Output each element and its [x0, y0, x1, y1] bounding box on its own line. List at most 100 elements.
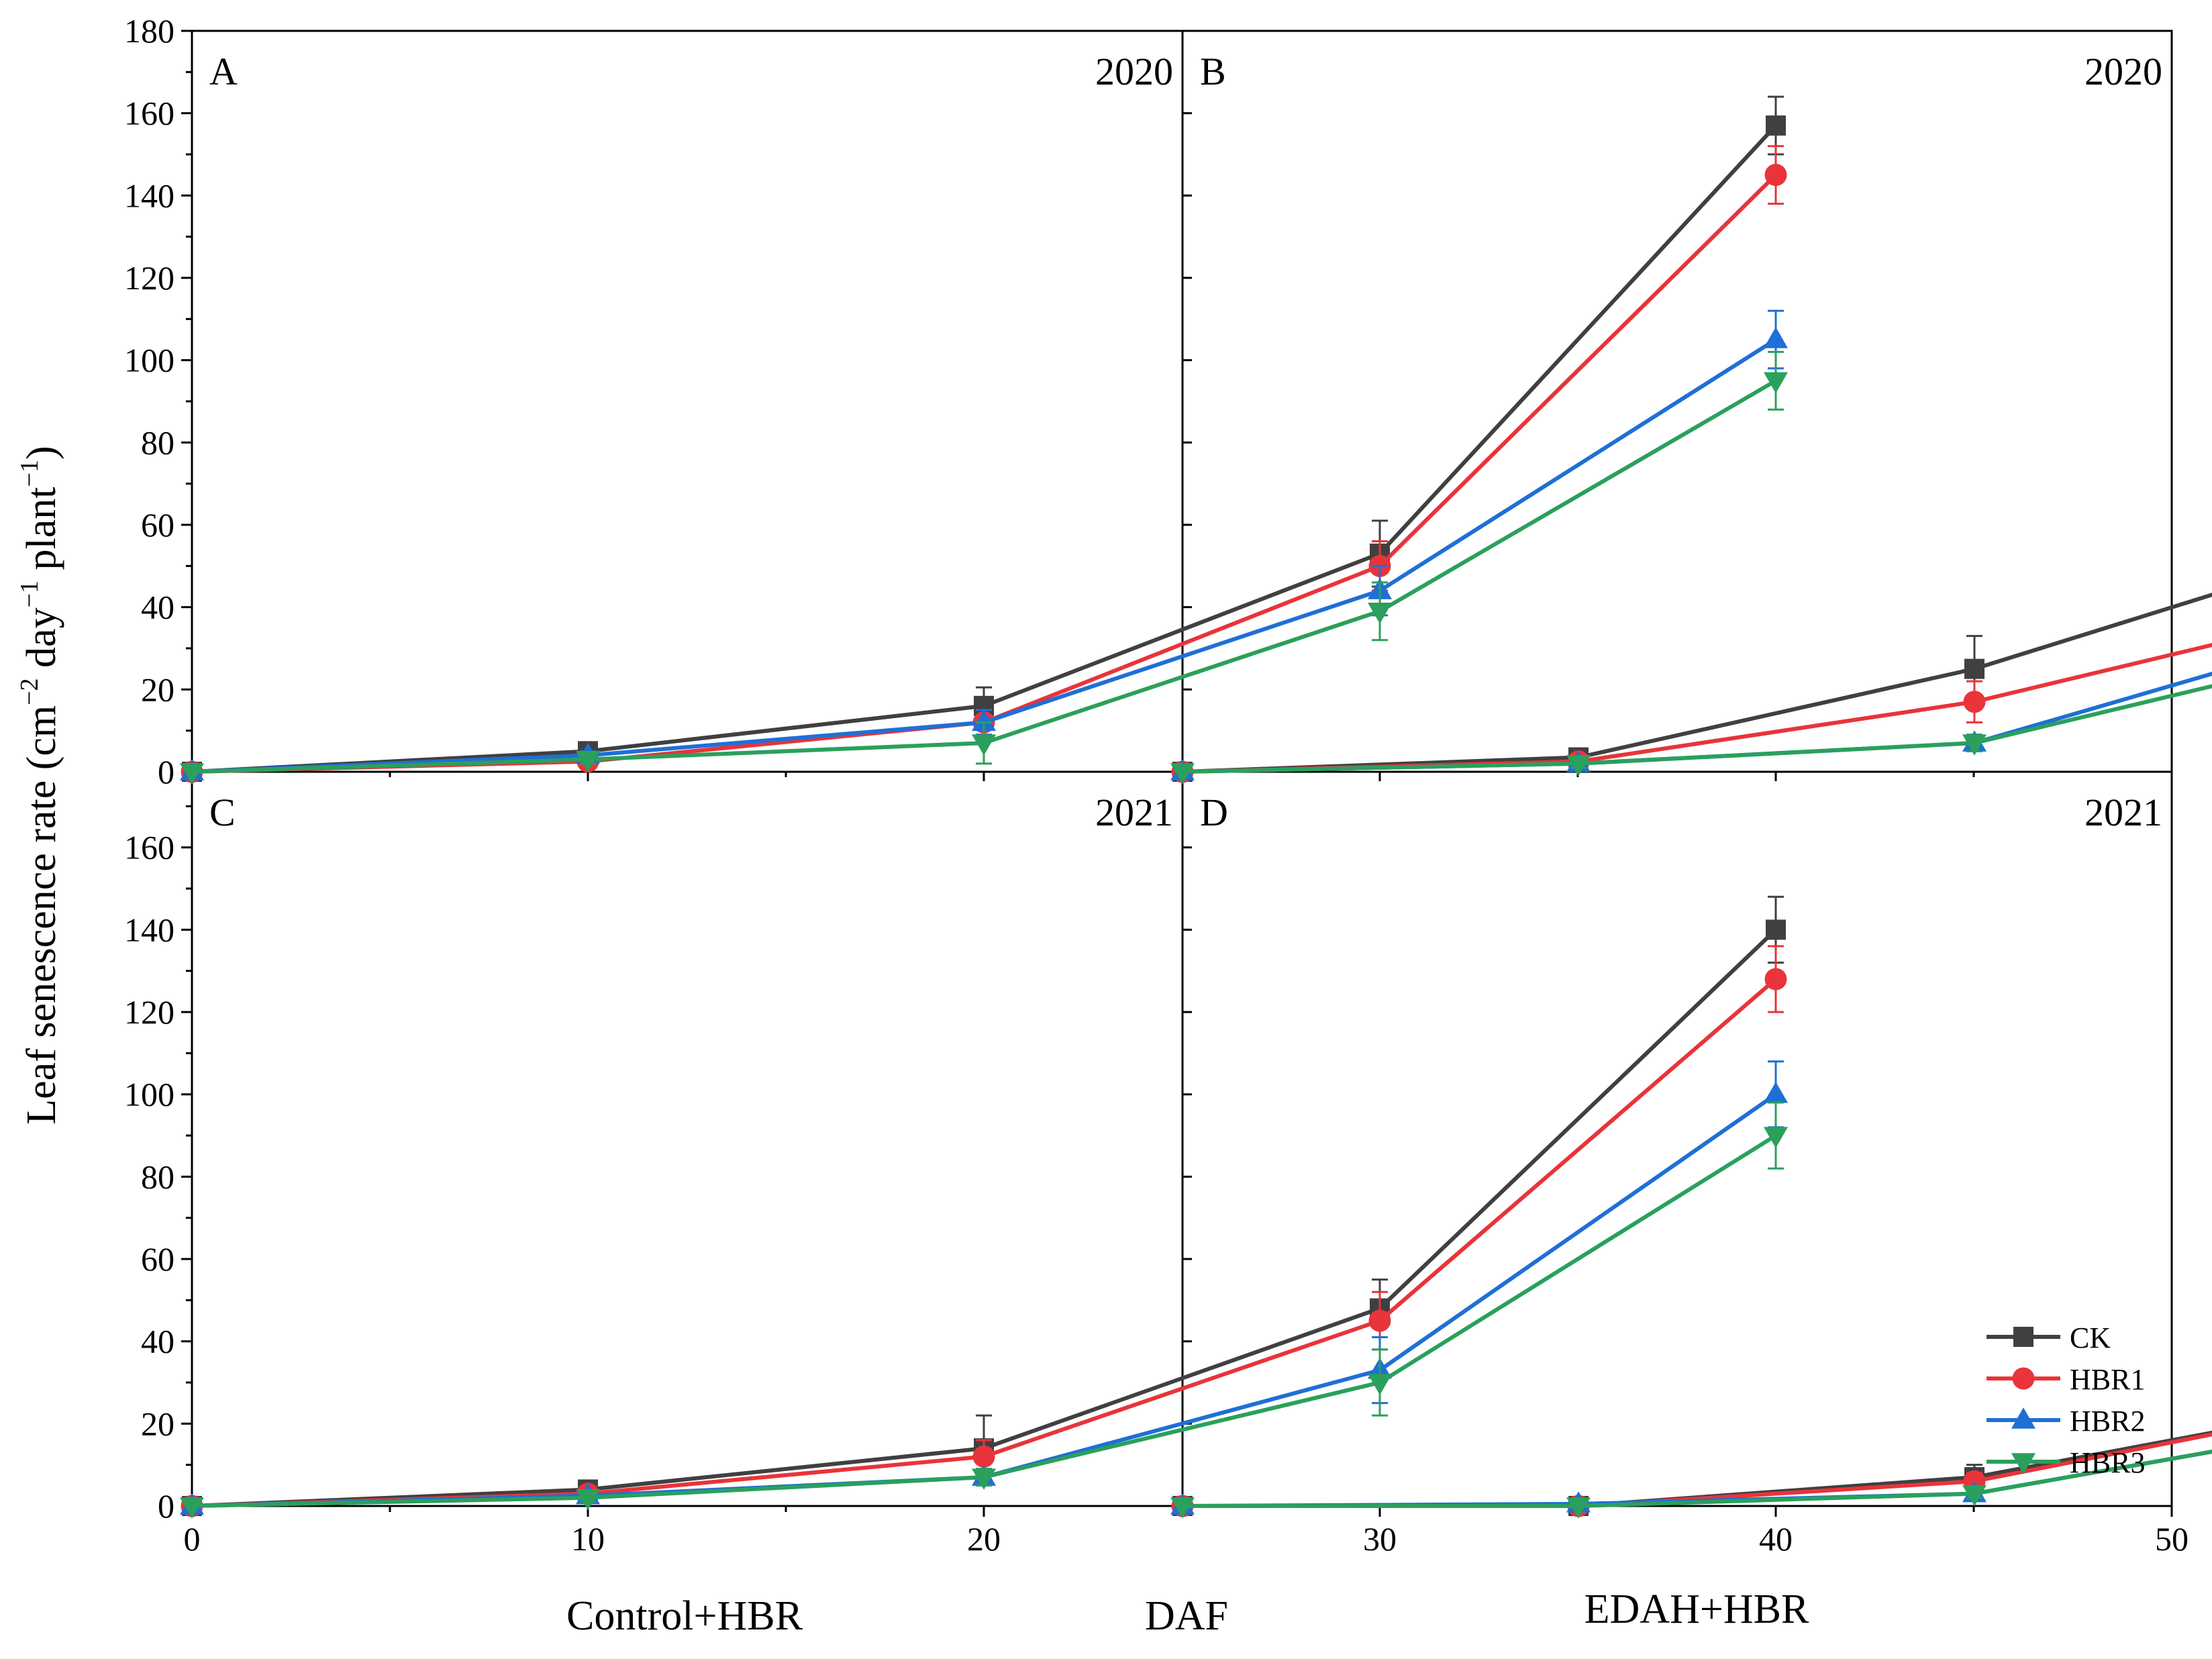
legend-marker	[2012, 1367, 2035, 1390]
y-tick-label: 140	[124, 911, 174, 948]
data-point	[576, 750, 600, 772]
y-tick-label: 140	[124, 177, 174, 214]
data-point	[576, 1489, 600, 1511]
series-hbr3	[180, 1101, 1788, 1519]
chart-panels: A 2020 B 2020 C 2021 D 2021	[180, 50, 2212, 1519]
data-point	[180, 1497, 204, 1519]
data-point	[1170, 1497, 1195, 1519]
legend-entry-hbr3: HBR3	[1987, 1446, 2145, 1479]
data-point	[180, 763, 204, 785]
y-tick-label: 20	[141, 1405, 174, 1442]
x-tick-label: 50	[2155, 1520, 2189, 1558]
y-tick-label: 100	[124, 342, 174, 379]
y-tick-label: 80	[141, 1158, 174, 1195]
data-point	[1764, 968, 1787, 991]
y-tick-label: 40	[141, 1323, 174, 1360]
data-point	[1962, 1485, 1987, 1507]
panel-year: 2020	[1095, 50, 1173, 93]
legend-label: CK	[2070, 1321, 2111, 1354]
series-hbr3	[180, 350, 1788, 785]
legend-entry-ck: CK	[1987, 1321, 2111, 1354]
panel-b: B 2020	[1170, 50, 2212, 785]
series-line	[191, 124, 1778, 774]
y-tick-label: 40	[141, 589, 174, 626]
data-point	[1566, 754, 1591, 776]
y-tick-label: 120	[124, 993, 174, 1031]
series-hbr1	[1171, 1432, 2212, 1517]
series-ck	[182, 895, 1786, 1516]
panel-year: 2020	[2084, 50, 2162, 93]
data-point	[1764, 1081, 1788, 1103]
data-point	[1964, 658, 1984, 679]
x-tick-label: 10	[571, 1520, 605, 1558]
panel-letter: B	[1200, 50, 1226, 93]
series-line	[1182, 643, 2212, 774]
y-axis-title: Leaf senescence rate (cm−2 day−1 plant−1…	[15, 446, 64, 1124]
series-hbr2	[1170, 671, 2212, 781]
x-tick-label: 30	[1363, 1520, 1397, 1558]
legend-label: HBR3	[2070, 1446, 2145, 1479]
legend: CK HBR1 HBR2 HBR3	[1987, 1321, 2145, 1479]
panel-c: C 2021	[180, 791, 1788, 1519]
series-hbr3	[1170, 684, 2212, 785]
panel-letter: A	[209, 50, 238, 93]
panel-year: 2021	[2084, 791, 2162, 834]
data-point	[972, 734, 996, 756]
data-point	[1368, 603, 1392, 624]
legend-marker	[2011, 1453, 2035, 1474]
y-tick-label: 160	[124, 95, 174, 132]
y-tick-label: 60	[141, 1240, 174, 1278]
y-tick-label: 100	[124, 1076, 174, 1113]
series-hbr3	[1170, 1449, 2212, 1519]
y-tick-label: 120	[124, 259, 174, 297]
x-tick-label: 0	[184, 1520, 201, 1558]
series-ck	[182, 95, 1786, 782]
series-hbr1	[1171, 643, 2212, 783]
data-point	[1963, 691, 1986, 713]
data-point	[1566, 1497, 1591, 1519]
panel-d: D 2021	[1170, 791, 2212, 1519]
data-point	[1764, 327, 1788, 348]
data-point	[1962, 734, 1987, 756]
legend-label: HBR2	[2070, 1405, 2145, 1438]
data-point	[1766, 115, 1786, 136]
data-point	[1764, 1127, 1788, 1148]
data-point	[972, 1468, 996, 1490]
data-point	[1764, 164, 1787, 187]
data-point	[972, 1445, 995, 1468]
data-point	[1764, 372, 1788, 394]
chart-frame: 0204060801001201401601800204060801001201…	[124, 12, 2189, 1558]
data-point	[1170, 763, 1195, 785]
series-hbr2	[180, 309, 1788, 781]
series-line	[1183, 1432, 2212, 1508]
y-tick-label: 60	[141, 506, 174, 544]
data-point	[972, 709, 996, 732]
y-tick-label: 180	[124, 12, 174, 50]
legend-marker	[2013, 1327, 2033, 1347]
series-line	[191, 173, 1778, 774]
x-axis-title-right: EDAH+HBR	[1585, 1587, 1809, 1632]
legend-entry-hbr1: HBR1	[1987, 1363, 2145, 1396]
series-line	[1183, 1430, 2212, 1508]
data-point	[1368, 1374, 1392, 1395]
panel-a: A 2020	[180, 50, 1788, 785]
legend-marker	[2011, 1407, 2035, 1429]
legend-entry-hbr2: HBR2	[1987, 1405, 2145, 1438]
y-tick-label: 0	[158, 753, 174, 791]
y-tick-label: 160	[124, 829, 174, 866]
x-tick-label: 20	[967, 1520, 1001, 1558]
panel-letter: D	[1200, 791, 1228, 834]
y-tick-label: 80	[141, 423, 174, 461]
y-tick-label: 0	[158, 1487, 174, 1525]
y-tick-label: 20	[141, 670, 174, 708]
panel-letter: C	[209, 791, 236, 834]
x-axis-title: DAF	[1145, 1593, 1228, 1639]
series-ck	[1172, 1430, 2212, 1516]
data-point	[1766, 919, 1786, 940]
x-tick-label: 40	[1759, 1520, 1793, 1558]
panel-year: 2021	[1095, 791, 1173, 834]
series-line	[1182, 593, 2212, 774]
x-axis-title-left: Control+HBR	[566, 1593, 803, 1639]
legend-label: HBR1	[2070, 1363, 2145, 1396]
